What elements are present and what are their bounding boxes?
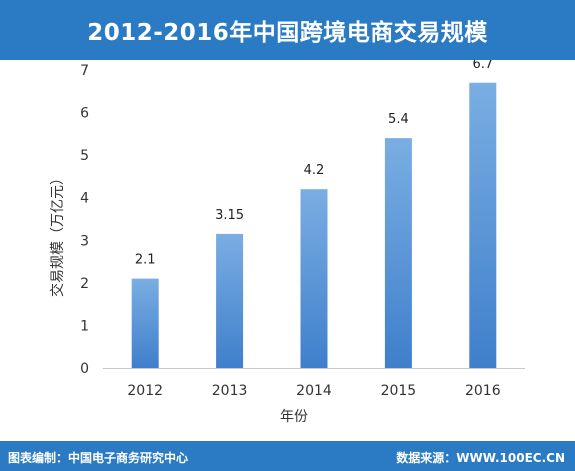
x-tick-label-2016: 2016 xyxy=(465,383,501,399)
x-axis-title: 年份 xyxy=(280,409,308,425)
title-banner: 2012-2016年中国跨境电商交易规模 xyxy=(0,0,575,60)
value-label-2012: 2.1 xyxy=(135,253,156,268)
value-labels: 2.1 3.15 4.2 5.4 6.7 xyxy=(135,60,493,268)
y-tick-label: 2 xyxy=(80,276,89,292)
chart-title: 2012-2016年中国跨境电商交易规模 xyxy=(87,20,488,46)
value-label-2013: 3.15 xyxy=(215,208,244,223)
bar-2013 xyxy=(216,233,244,368)
value-label-2014: 4.2 xyxy=(304,163,325,178)
y-tick-label: 4 xyxy=(80,191,89,207)
y-tick-label: 0 xyxy=(80,361,89,377)
y-tick-label: 1 xyxy=(80,318,89,334)
footer-source-left: 图表编制：中国电子商务研究中心 xyxy=(8,451,189,465)
y-axis: 0 1 2 3 4 5 6 7 xyxy=(80,63,89,377)
footer-source-right: 数据来源：WWW.100EC.CN xyxy=(396,451,565,465)
y-tick-label: 5 xyxy=(80,148,89,164)
y-tick-label: 3 xyxy=(80,233,89,249)
bar-2012 xyxy=(131,278,159,368)
y-tick-label: 7 xyxy=(80,63,89,79)
x-tick-label-2014: 2014 xyxy=(296,383,332,399)
value-label-2016: 6.7 xyxy=(472,60,493,72)
bar-series xyxy=(131,82,497,369)
bar-2016 xyxy=(469,82,497,369)
x-tick-label-2015: 2015 xyxy=(381,383,417,399)
x-axis: 2012 2013 2014 2015 2016 xyxy=(127,383,500,399)
y-tick-label: 6 xyxy=(80,106,89,122)
y-axis-title: 交易规模（万亿元） xyxy=(49,171,66,297)
footer-banner: 图表编制：中国电子商务研究中心 数据来源：WWW.100EC.CN xyxy=(0,441,575,471)
x-tick-label-2012: 2012 xyxy=(127,383,163,399)
value-label-2015: 5.4 xyxy=(388,112,409,127)
x-tick-label-2013: 2013 xyxy=(212,383,248,399)
bar-2014 xyxy=(300,189,328,368)
bar-2015 xyxy=(384,138,412,368)
